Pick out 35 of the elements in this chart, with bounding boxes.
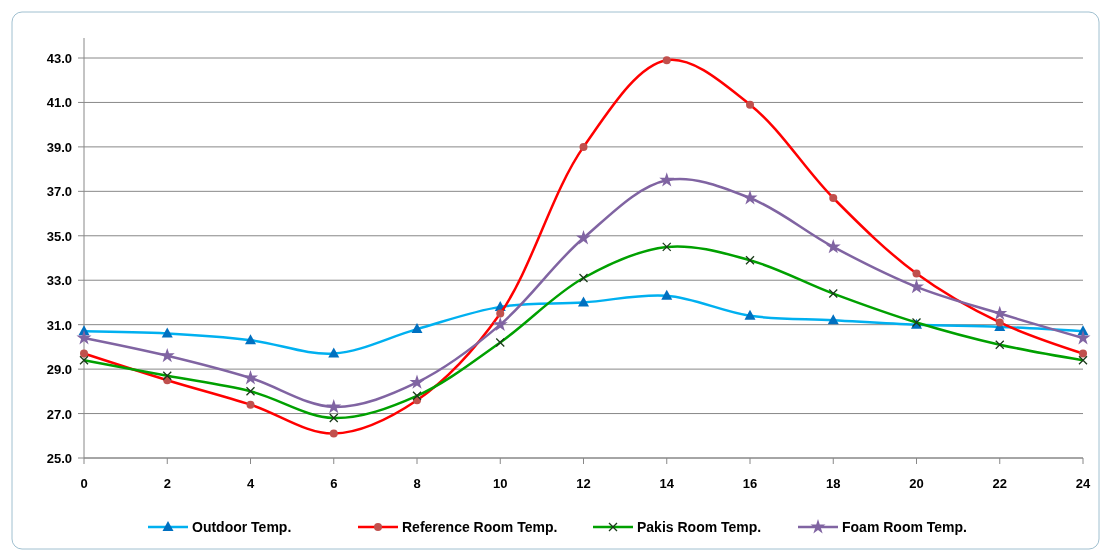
x-tick-label: 20: [909, 476, 924, 491]
point: [575, 230, 592, 245]
point: [659, 172, 675, 187]
x-tick-label: 22: [992, 476, 1007, 491]
point: [409, 374, 425, 389]
x-tick-label: 14: [659, 476, 675, 491]
x-tick-label: 24: [1075, 476, 1091, 491]
point: [908, 278, 925, 294]
y-tick-label: 29.0: [46, 362, 72, 378]
x-tick-label: 6: [330, 476, 338, 491]
y-tick-label: 35.0: [46, 228, 72, 244]
legend-label: Pakis Room Temp.: [637, 519, 762, 535]
y-tick-label: 37.0: [46, 184, 72, 200]
x-tick-label: 2: [163, 476, 171, 491]
y-tick-label: 25.0: [46, 451, 72, 466]
x-tick-label: 0: [80, 476, 88, 491]
point: [159, 347, 175, 363]
legend-label: Foam Room Temp.: [842, 519, 967, 535]
y-tick-label: 43.0: [46, 51, 72, 66]
point: [326, 398, 342, 414]
y-tick-label: 39.0: [46, 139, 72, 155]
y-tick-label: 31.0: [46, 317, 72, 333]
y-tick-label: 41.0: [46, 95, 72, 111]
x-tick-label: 18: [826, 476, 841, 491]
legend-label: Outdoor Temp.: [192, 519, 292, 535]
point: [825, 238, 841, 254]
legend-label: Reference Room Temp.: [402, 519, 558, 535]
y-tick-label: 33.0: [46, 273, 72, 289]
y-tick-label: 27.0: [46, 406, 72, 422]
x-tick-label: 8: [413, 476, 421, 491]
x-tick-label: 10: [493, 476, 508, 491]
point: [492, 316, 508, 332]
x-tick-label: 12: [576, 476, 591, 491]
x-tick-label: 16: [742, 476, 758, 491]
x-tick-label: 4: [246, 476, 255, 491]
